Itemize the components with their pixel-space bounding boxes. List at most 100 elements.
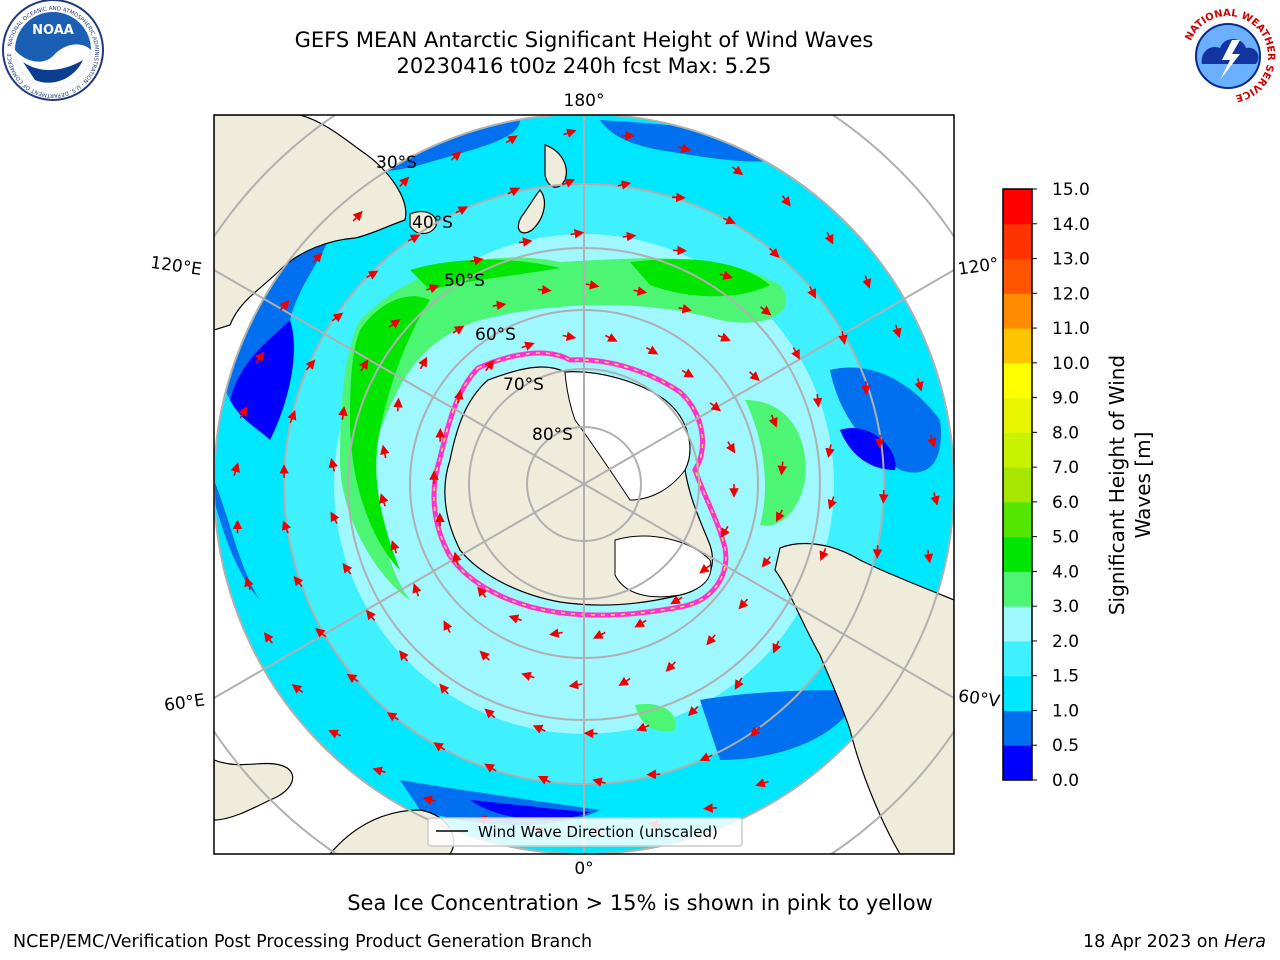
wave-direction-arrow (634, 618, 647, 628)
wave-direction-arrow (293, 575, 304, 588)
wave-direction-arrow (330, 511, 340, 524)
wave-direction-arrow (366, 609, 376, 621)
wave-direction-arrow (761, 556, 772, 568)
map-frame (213, 114, 955, 855)
wave-direction-arrow (477, 586, 487, 598)
wave-direction-arrow (622, 231, 637, 242)
colorbar-bin (1003, 293, 1032, 329)
wave-direction-arrow (562, 178, 576, 188)
lat-label-50s: 50°S (444, 271, 485, 291)
wave-direction-arrow (287, 410, 297, 424)
wave-direction-arrow (677, 143, 692, 153)
map-title: GEFS MEAN Antarctic Significant Height o… (294, 28, 874, 52)
wave-direction-arrow (328, 457, 338, 472)
colorbar-bin (1003, 328, 1032, 364)
colorbar-tick-label: 2.0 (1052, 632, 1079, 652)
wave-direction-arrow (549, 628, 563, 638)
wave-direction-arrow (930, 492, 940, 506)
wave-direction-arrow (439, 683, 450, 695)
colorbar-tick-label: 1.0 (1052, 701, 1079, 721)
lat-label-40s: 40°S (412, 213, 453, 233)
wave-direction-arrow (279, 299, 290, 311)
graticule (214, 115, 954, 854)
wave-direction-arrow (469, 255, 484, 266)
wave-direction-arrow (426, 284, 440, 294)
wave-direction-arrow (562, 331, 577, 341)
wave-direction-arrow (305, 359, 316, 371)
footer-date: 18 Apr 2023 on (1083, 932, 1225, 952)
wave-direction-arrow (291, 684, 304, 694)
wave-direction-arrow (923, 549, 934, 564)
wave-direction-arrow (678, 303, 693, 314)
wave-direction-arrow (592, 777, 606, 787)
wave-direction-arrow (537, 775, 551, 785)
colorbar-tick-label: 11.0 (1052, 319, 1090, 339)
wave-direction-arrow (563, 128, 577, 138)
wave-direction-arrow (593, 630, 606, 639)
colorbar-bin (1003, 745, 1032, 781)
wave-direction-arrow (749, 371, 760, 382)
colorbar-tick-label: 4.0 (1052, 562, 1079, 582)
wave-direction-arrow (812, 393, 823, 408)
colorbar-tick-label: 9.0 (1052, 389, 1079, 409)
wave-direction-arrow (346, 673, 359, 684)
colorbar: 0.0 0.5 1.0 1.5 2.0 3.0 4.0 5.0 6.0 7.0 8.0 9.0 10.0… (1002, 180, 1090, 791)
wave-direction-arrow (484, 359, 495, 372)
wave-direction-arrow (508, 614, 522, 624)
colorbar-tick-label: 12.0 (1052, 284, 1090, 304)
colorbar-bin (1003, 640, 1032, 677)
wave-direction-arrow (388, 319, 401, 329)
colorbar-bin (1003, 536, 1032, 572)
wave-direction-arrow (838, 331, 848, 345)
footer-machine: Hera (1224, 932, 1266, 952)
wave-direction-arrow (645, 345, 659, 355)
colorbar-tick-label: 0.0 (1052, 771, 1079, 791)
noaa-logo-text: NOAA (32, 23, 74, 38)
colorbar-bin (1003, 675, 1032, 711)
colorbar-bin (1003, 258, 1032, 294)
wave-direction-arrow (699, 563, 711, 574)
wind-wave-arrows (230, 128, 940, 838)
wave-direction-arrow (532, 724, 546, 734)
wave-direction-arrow (507, 187, 521, 197)
lat-label-60s: 60°S (475, 325, 516, 345)
wave-direction-arrow (328, 729, 342, 739)
lon-label-60w: 60°V (957, 686, 1002, 712)
lon-label-0: 0° (574, 859, 593, 879)
colorbar-tick-label: 15.0 (1052, 180, 1090, 200)
wave-direction-arrow (604, 333, 618, 342)
wave-direction-arrow (772, 640, 782, 654)
lon-label-60e: 60°E (163, 690, 206, 715)
colorbar-tick-label: 5.0 (1052, 528, 1079, 548)
wave-direction-arrow (433, 742, 446, 752)
colorbar-bin (1003, 606, 1032, 642)
wave-direction-arrow (372, 766, 386, 776)
wave-direction-arrow (312, 252, 323, 264)
sea-ice-note: Sea Ice Concentration > 15% is shown in … (347, 891, 933, 915)
lon-label-120e: 120°E (149, 253, 203, 280)
wave-direction-arrow (399, 176, 410, 188)
wave-direction-arrow (755, 778, 769, 788)
wave-direction-arrow (776, 509, 785, 523)
wave-direction-arrow (452, 551, 462, 566)
colorbar-label-line2: Waves [m] (1131, 431, 1155, 539)
legend-label: Wind Wave Direction (unscaled) (478, 823, 718, 841)
colorbar-bin (1003, 432, 1032, 468)
wave-direction-arrow (455, 206, 469, 216)
colorbar-bin (1003, 571, 1032, 607)
wave-direction-arrow (386, 712, 399, 722)
wave-direction-arrow (352, 210, 363, 222)
wave-direction-arrow (703, 803, 717, 813)
wave-direction-arrow (720, 525, 730, 538)
wave-direction-arrow (824, 231, 834, 245)
colorbar-tick-label: 1.5 (1052, 667, 1079, 687)
lat-label-70s: 70°S (503, 375, 544, 395)
wave-direction-arrow (568, 679, 583, 690)
wave-direction-arrow (338, 406, 348, 420)
wave-direction-arrow (450, 151, 462, 162)
wave-direction-arrow (681, 368, 695, 378)
colorbar-bin (1003, 189, 1032, 225)
wave-direction-arrow (422, 795, 436, 805)
wave-direction-arrow (617, 180, 632, 190)
